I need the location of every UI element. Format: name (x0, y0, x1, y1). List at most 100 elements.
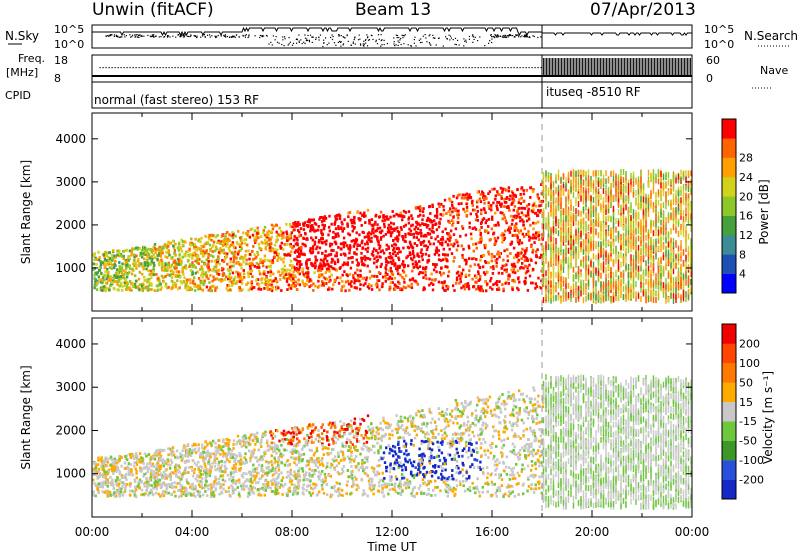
power-cell (632, 292, 635, 299)
noise-search-dot (172, 35, 174, 37)
power-cell (625, 224, 627, 231)
power-cell (622, 238, 625, 245)
noise-search-dot (323, 42, 325, 44)
power-cell (498, 252, 501, 256)
noise-search-dot (189, 36, 191, 38)
power-cell (500, 233, 503, 237)
power-cell (101, 286, 104, 289)
nave-dot (408, 67, 410, 69)
power-cell (565, 177, 567, 184)
power-cell (232, 264, 235, 268)
power-cell (202, 249, 205, 253)
power-cell (112, 254, 116, 258)
power-cell (169, 269, 172, 273)
power-cell (471, 227, 474, 230)
power-cell (530, 281, 533, 285)
power-cell (479, 258, 482, 262)
nave-dot (447, 67, 449, 69)
power-cell (393, 246, 396, 250)
power-cell (541, 273, 544, 277)
power-cell (319, 216, 322, 219)
power-cell (265, 235, 269, 239)
power-cell (627, 183, 630, 189)
power-cell (353, 252, 356, 255)
freq-right-tick-bottom: 0 (706, 72, 713, 85)
power-cell (222, 248, 225, 252)
power-cell (620, 186, 622, 193)
power-cell (531, 188, 534, 191)
cpid-segment-2-text: ituseq -8510 RF (546, 85, 641, 99)
power-cell (502, 287, 505, 291)
power-cell (148, 277, 151, 281)
power-cell (602, 214, 605, 221)
power-cell (632, 225, 635, 232)
power-cell (392, 248, 395, 252)
power-cell (178, 245, 181, 249)
power-cell (117, 278, 121, 281)
power-cell (326, 259, 329, 263)
power-cell (501, 217, 504, 221)
power-cell (161, 251, 164, 255)
noise-search-dot (247, 36, 249, 39)
power-cell (479, 233, 482, 237)
power-cell (120, 266, 124, 269)
power-cell (156, 277, 159, 281)
power-cell (475, 276, 478, 279)
noise-search-dot (129, 34, 131, 36)
power-cell (542, 218, 545, 225)
power-cell (577, 266, 580, 273)
power-cell (334, 232, 337, 236)
nave-dot (123, 67, 125, 69)
power-cell (116, 283, 119, 286)
power-cell (513, 216, 517, 220)
power-cell (388, 230, 391, 234)
nave-dot (198, 67, 200, 69)
power-cell (446, 287, 449, 291)
power-cell (200, 279, 204, 283)
power-cell (200, 273, 203, 277)
power-cell (306, 258, 309, 262)
power-cell (359, 217, 362, 221)
power-cell (620, 233, 622, 240)
power-cell (572, 185, 575, 192)
power-cell (562, 208, 565, 215)
power-cell (404, 211, 408, 214)
noise-search-dot (540, 36, 542, 38)
power-cell (502, 258, 505, 262)
power-cell (389, 260, 393, 264)
power-cell (585, 233, 587, 240)
power-cell (129, 280, 132, 283)
power-cell (254, 240, 257, 243)
power-cell (115, 276, 118, 279)
power-cell (120, 271, 124, 275)
power-cell (95, 283, 98, 287)
noise-search-dot (153, 36, 155, 38)
power-cell (449, 207, 452, 211)
power-cell (555, 227, 557, 234)
power-cell (221, 266, 224, 270)
power-cell (560, 264, 562, 271)
power-cell (630, 202, 632, 209)
power-cell (171, 239, 175, 243)
power-cell (570, 186, 572, 192)
nave-dot (102, 67, 104, 69)
power-cell (379, 231, 382, 235)
power-cell (570, 199, 572, 206)
power-cell (121, 288, 124, 292)
power-cell (293, 228, 296, 232)
power-cell (600, 193, 602, 200)
nave-dot (99, 67, 101, 69)
power-cell (402, 209, 406, 213)
power-cell (193, 276, 196, 280)
power-cell (592, 196, 595, 203)
noise-search-dot (445, 36, 447, 38)
power-cell (484, 230, 487, 233)
power-cell (565, 291, 567, 298)
nave-dot (171, 67, 173, 69)
power-cell (622, 176, 625, 183)
power-cell (159, 253, 162, 256)
nave-dot (339, 67, 341, 69)
power-cell (528, 238, 531, 242)
power-cell (147, 269, 150, 273)
power-cell (143, 246, 147, 250)
